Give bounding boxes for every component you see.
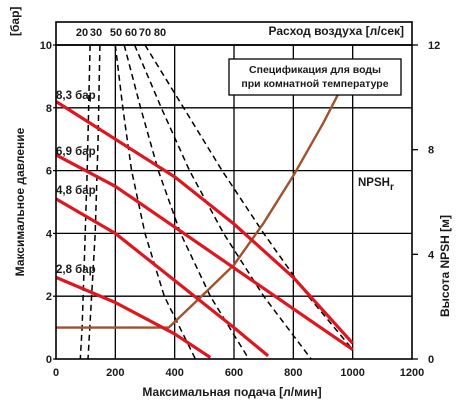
air-flow-tick-20: 20: [76, 27, 88, 39]
air-flow-tick-30: 30: [90, 27, 102, 39]
pressure-label-4-8: 4,8 бар: [56, 185, 96, 197]
x-tick-600: 600: [225, 367, 243, 379]
y-tick-2: 2: [46, 291, 52, 303]
y2-tick-8: 8: [428, 145, 434, 157]
air-flow-tick-60: 60: [125, 27, 137, 39]
pressure-label-6-9: 6,9 бар: [56, 146, 96, 158]
y-axis-title: Максимальное давление: [13, 127, 27, 276]
pressure-curves: [55, 100, 354, 359]
annotation-line-1: Спецификация для воды: [249, 64, 381, 76]
x-tick-0: 0: [53, 367, 59, 379]
air-flow-curve-30: [87, 44, 101, 360]
top-axis-label: Расход воздуха [л/сек]: [269, 24, 404, 38]
pressure-label-2-8: 2,8 бар: [56, 264, 96, 276]
y-tick-10: 10: [40, 40, 52, 52]
x-tick-400: 400: [165, 367, 183, 379]
y-tick-6: 6: [46, 166, 52, 178]
top-axis-band: [55, 21, 413, 46]
air-flow-tick-50: 50: [110, 27, 122, 39]
npsh-curve: [56, 65, 354, 329]
y2-tick-4: 4: [428, 249, 435, 261]
air-flow-curve-20: [79, 44, 91, 360]
y2-axis-title: Высота NPSH [м]: [438, 215, 452, 317]
annotation-box: [228, 58, 402, 96]
x-tick-1000: 1000: [340, 367, 364, 379]
y-tick-4: 4: [46, 228, 53, 240]
npsh-label: NPSHr: [358, 177, 394, 193]
plot-frame: [55, 21, 413, 360]
tick-labels: 20 30 50 60 70 800 200 400 600 800 1000 12000246810…: [40, 27, 441, 379]
air-flow-tick-70: 70: [139, 27, 151, 39]
y-tick-0: 0: [46, 354, 52, 366]
y2-tick-0: 0: [428, 354, 434, 366]
pressure-curve-1: [55, 153, 354, 351]
x-tick-200: 200: [106, 367, 124, 379]
air-flow-curve-80: [144, 44, 354, 351]
x-axis-title: Максимальная подача [л/мин]: [142, 385, 321, 399]
air-flow-tick-80: 80: [154, 27, 166, 39]
npsh-label-sub: r: [390, 182, 394, 193]
pressure-curve-2: [55, 197, 270, 358]
annotation-line-2: при комнатной температуре: [241, 78, 388, 90]
x-tick-1200: 1200: [400, 367, 424, 379]
x-tick-800: 800: [284, 367, 302, 379]
air-flow-curve-50: [114, 44, 197, 360]
y-unit-label: [бар]: [8, 7, 22, 36]
y2-tick-12: 12: [428, 40, 440, 52]
npsh-label-main: NPSH: [358, 177, 390, 189]
air-flow-curve-60: [123, 44, 250, 360]
npsh-curve-layer: [56, 65, 354, 329]
pressure-curve-0: [55, 100, 354, 345]
pressure-label-8-3: 8,3 бар: [56, 90, 96, 102]
y-tick-8: 8: [46, 103, 52, 115]
pressure-curve-3: [55, 275, 212, 359]
